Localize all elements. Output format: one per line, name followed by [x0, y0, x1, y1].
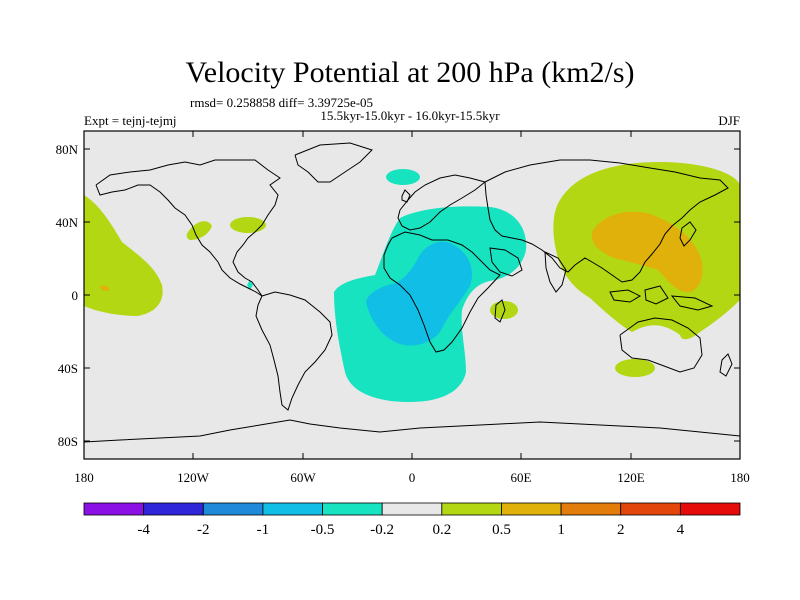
colorbar-label: 0.2 — [432, 522, 451, 538]
colorbar-label: -0.2 — [370, 522, 394, 538]
lat-tick-40n: 40N — [56, 215, 79, 230]
colorbar-swatch — [322, 502, 383, 516]
colorbar-label: -2 — [197, 522, 210, 538]
colorbar-label: 1 — [557, 522, 565, 538]
coastline-north-america — [95, 159, 281, 297]
coastline-new-zealand — [719, 353, 733, 377]
lat-tick-80n: 80N — [56, 142, 79, 157]
colorbar-swatch — [262, 502, 323, 516]
coastline-madagascar — [494, 299, 506, 323]
australia-east-positive-spot — [615, 359, 655, 377]
colorbar-label: -0.5 — [311, 522, 335, 538]
season-label: DJF — [718, 113, 740, 128]
north-atlantic-positive-spot — [230, 217, 266, 233]
colorbar-label: 4 — [677, 522, 685, 538]
coastline-australia — [619, 317, 703, 373]
coastline-africa — [383, 231, 501, 353]
coastline-greenland — [294, 142, 373, 183]
colorbar-swatch — [143, 502, 204, 516]
period-line: 15.5kyr-15.0kyr - 16.0kyr-15.5kyr — [320, 108, 500, 123]
map-title: Velocity Potential at 200 hPa (km2/s) — [185, 56, 634, 89]
stats-line: rmsd= 0.258858 diff= 3.39725e-05 — [190, 95, 373, 110]
map-panel: 80N 40N 0 40S 80S 180 120W 60W 0 60E 120… — [56, 130, 750, 485]
colorbar-swatch — [560, 502, 622, 516]
colorbar-swatch — [202, 502, 264, 516]
lon-tick-180w: 180 — [74, 470, 94, 485]
coastline-japan — [679, 221, 697, 247]
latitude-axis: 80N 40N 0 40S 80S — [56, 142, 740, 449]
asia-pacific-05-region — [591, 211, 703, 293]
colorbar-swatch — [501, 502, 562, 516]
negative-anomaly-regions — [247, 169, 527, 402]
lon-tick-60w: 60W — [290, 470, 316, 485]
lon-tick-180e: 180 — [730, 470, 750, 485]
north-america-positive-spot — [186, 221, 212, 240]
lon-tick-120w: 120W — [177, 470, 210, 485]
coastline-uk — [401, 189, 411, 203]
coastline-asia — [484, 159, 729, 283]
east-pacific-05-spot — [100, 285, 110, 291]
positive-anomaly-regions — [84, 162, 740, 377]
coastline-maritime-continent — [609, 285, 714, 311]
lat-tick-40s: 40S — [58, 361, 78, 376]
colorbar-swatch — [620, 502, 681, 516]
colorbar-swatch — [83, 502, 145, 516]
coastline-south-america — [255, 291, 333, 411]
colorbar-label: -1 — [257, 522, 270, 538]
lat-tick-0: 0 — [72, 288, 79, 303]
coastlines — [83, 142, 741, 443]
lon-tick-60e: 60E — [511, 470, 532, 485]
coastline-arabia-india — [489, 247, 567, 293]
experiment-label: Expt = tejnj-tejmj — [84, 113, 177, 128]
north-atlantic-negative-spot — [386, 169, 420, 185]
longitude-axis: 180 120W 60W 0 60E 120E 180 — [74, 131, 750, 485]
atlantic-africa-05-region — [366, 241, 472, 346]
colorbar-swatch — [441, 502, 502, 516]
lat-tick-80s: 80S — [58, 434, 78, 449]
colorbar-label: -4 — [137, 522, 150, 538]
central-america-negative-spot — [247, 280, 253, 290]
colorbar-swatch — [381, 502, 443, 516]
colorbar-label: 2 — [617, 522, 625, 538]
colorbar-swatch — [679, 502, 741, 516]
lon-tick-0: 0 — [409, 470, 416, 485]
coastline-europe — [397, 174, 487, 231]
colorbar-label: 0.5 — [492, 522, 511, 538]
colorbar: -4 -2 -1 -0.5 -0.2 0.2 0.5 1 2 4 — [83, 502, 741, 538]
madagascar-positive-spot — [490, 301, 518, 319]
coastline-antarctica — [83, 419, 741, 443]
lon-tick-120e: 120E — [617, 470, 645, 485]
